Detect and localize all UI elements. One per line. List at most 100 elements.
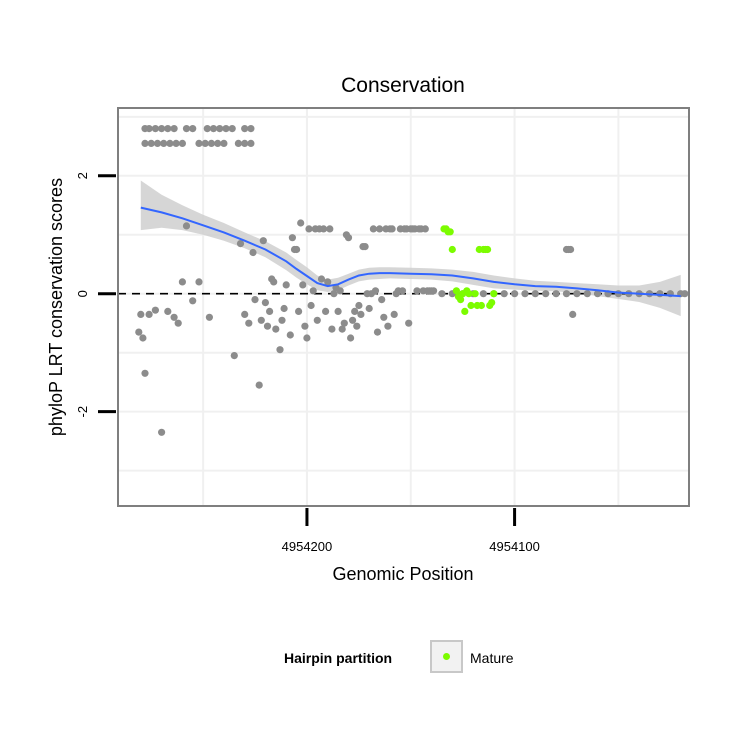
point-other	[158, 125, 166, 133]
point-other	[270, 278, 278, 286]
point-other	[324, 278, 332, 286]
point-other	[178, 278, 186, 286]
point-other	[330, 290, 338, 298]
point-mature	[461, 307, 469, 315]
point-other	[141, 369, 149, 377]
y-axis-label: phyloP LRT conservation scores	[46, 178, 66, 436]
point-other	[278, 316, 286, 324]
point-other	[479, 290, 487, 298]
point-other	[390, 310, 398, 318]
point-other	[145, 125, 153, 133]
point-other	[263, 322, 272, 330]
point-other	[151, 306, 159, 314]
point-other	[681, 290, 689, 298]
point-other	[328, 325, 336, 333]
point-other	[369, 225, 377, 233]
point-other	[139, 334, 147, 342]
point-other	[174, 319, 182, 327]
point-other	[361, 243, 369, 251]
point-other	[151, 125, 159, 133]
point-other	[380, 313, 388, 321]
point-other	[145, 310, 153, 318]
point-other	[195, 278, 203, 286]
point-other	[164, 307, 172, 315]
point-other	[309, 287, 317, 295]
point-other	[189, 297, 197, 305]
point-other	[216, 125, 224, 133]
legend: Hairpin partition Mature	[284, 640, 514, 673]
point-other	[376, 225, 384, 233]
point-mature	[448, 245, 456, 254]
plot-panel	[117, 107, 690, 507]
y-axis-ticks: 2 0 -2	[75, 172, 116, 417]
point-other	[594, 290, 602, 298]
point-other	[228, 125, 236, 133]
point-other	[293, 245, 301, 254]
point-other	[371, 287, 380, 295]
point-other	[500, 290, 508, 298]
y-tick-label: -2	[75, 406, 90, 418]
point-other	[562, 290, 571, 298]
point-other	[317, 275, 326, 283]
point-other	[307, 301, 315, 310]
grid-lines	[118, 108, 689, 506]
point-other	[261, 299, 269, 307]
point-other	[340, 319, 348, 327]
point-mature	[471, 290, 479, 298]
point-other	[430, 287, 438, 295]
point-other	[166, 139, 174, 147]
plot-background	[118, 108, 689, 506]
point-other	[170, 125, 178, 133]
point-mature	[446, 228, 454, 236]
point-other	[322, 307, 330, 315]
point-other	[288, 234, 296, 242]
y-tick-label: 0	[75, 290, 90, 297]
point-other	[257, 316, 265, 324]
point-other	[234, 139, 242, 147]
point-mature	[465, 290, 473, 298]
point-other	[209, 125, 218, 133]
point-other	[521, 290, 529, 298]
point-other	[135, 328, 143, 336]
point-mature	[467, 301, 475, 310]
point-other	[164, 125, 172, 133]
smooth-line	[140, 206, 681, 298]
point-other	[245, 319, 253, 327]
point-other	[301, 322, 309, 330]
point-other	[259, 237, 267, 245]
point-other	[320, 225, 328, 233]
point-other	[347, 334, 355, 342]
point-other	[178, 139, 186, 147]
point-other	[552, 290, 560, 298]
point-other	[378, 296, 386, 304]
point-other	[344, 234, 353, 242]
point-other	[137, 310, 145, 318]
point-other	[542, 290, 550, 298]
point-other	[241, 125, 249, 133]
point-other	[421, 225, 429, 233]
point-other	[336, 287, 344, 295]
point-other	[203, 125, 211, 133]
point-other	[295, 307, 303, 315]
point-other	[569, 310, 577, 318]
point-mature	[488, 299, 496, 307]
confidence-band-layer	[140, 180, 681, 317]
point-other	[249, 248, 257, 257]
point-other	[247, 125, 255, 133]
confidence-band	[140, 180, 681, 317]
chart-title: Conservation	[341, 74, 465, 97]
point-other	[349, 316, 357, 324]
point-other	[583, 290, 591, 298]
points-layer	[135, 125, 689, 436]
point-other	[351, 307, 359, 315]
point-other	[286, 331, 294, 339]
point-mature	[452, 287, 460, 295]
point-other	[303, 334, 311, 342]
point-other	[384, 322, 392, 330]
point-other	[299, 281, 307, 289]
point-other	[355, 301, 363, 310]
point-other	[272, 325, 280, 333]
point-other	[338, 325, 346, 333]
legend-key-box	[430, 640, 463, 673]
point-other	[247, 139, 255, 147]
